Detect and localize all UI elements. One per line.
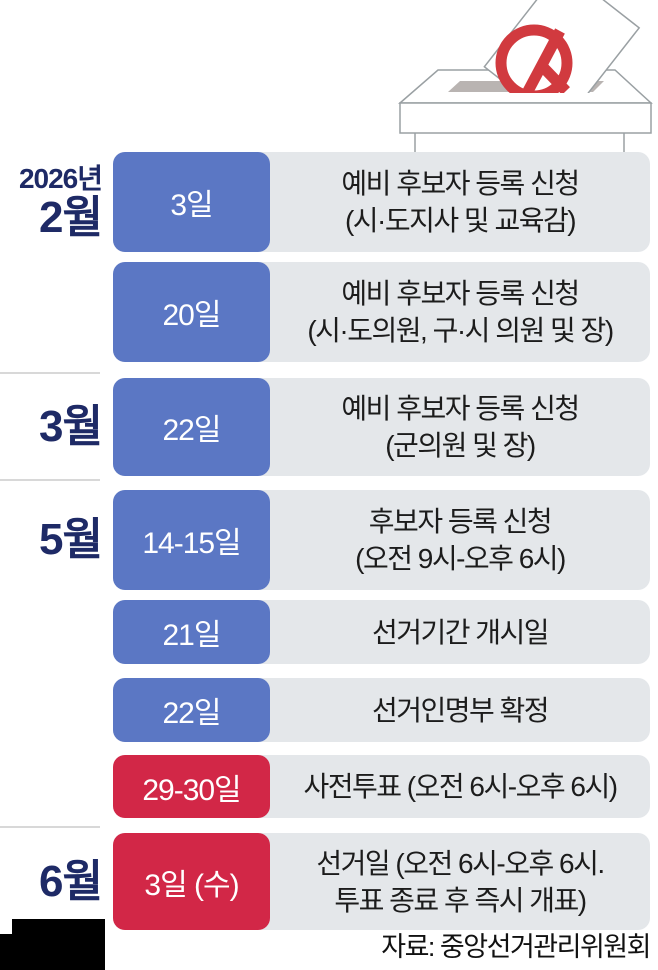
timeline-row: 22일 선거인명부 확정: [0, 678, 650, 742]
date-box: 21일: [113, 600, 270, 664]
desc-line: 선거인명부 확정: [371, 694, 550, 726]
event-description: 사전투표 (오전 6시-오후 6시): [270, 755, 650, 818]
section-divider: [0, 826, 100, 828]
month-label: 6월: [0, 833, 107, 930]
desc-line: 후보자 등록 신청: [368, 506, 553, 537]
desc-line: 예비 후보자 등록 신청: [341, 278, 580, 309]
date-box: 14-15일: [113, 490, 270, 590]
date-box: 22일: [113, 678, 270, 742]
ballot-box-icon: [397, 0, 653, 153]
event-description: 예비 후보자 등록 신청 (시·도의원, 구·시 의원 및 장): [270, 262, 650, 362]
month-text: 5월: [39, 515, 103, 564]
year-label: 2026년: [18, 163, 103, 194]
date-box: 3일: [113, 152, 270, 252]
ballot-box-front: [399, 102, 652, 134]
desc-line: 사전투표 (오전 6시-오후 6시): [303, 771, 618, 802]
desc-line: 예비 후보자 등록 신청: [341, 393, 580, 424]
month-label: 3월: [0, 378, 107, 476]
date-box: 3일 (수): [113, 833, 270, 930]
source-credit: 자료: 중앙선거관리위원회: [381, 932, 651, 962]
month-text: 6월: [39, 856, 103, 906]
desc-line: (시·도지사 및 교육감): [344, 205, 577, 236]
desc-line: 선거기간 개시일: [371, 616, 550, 648]
event-description: 예비 후보자 등록 신청 (시·도지사 및 교육감): [270, 152, 650, 252]
section-divider: [0, 372, 100, 374]
voting-stamp-mark-icon: [495, 24, 573, 93]
month-label: 5월: [0, 490, 107, 590]
timeline-row: 21일 선거기간 개시일: [0, 600, 650, 664]
event-description: 선거인명부 확정: [270, 678, 650, 742]
timeline-row: 20일 예비 후보자 등록 신청 (시·도의원, 구·시 의원 및 장): [0, 262, 650, 362]
date-box: 20일: [113, 262, 270, 362]
timeline-row: 6월 3일 (수) 선거일 (오전 6시-오후 6시. 투표 종료 후 즉시 개…: [0, 833, 650, 930]
event-description: 선거기간 개시일: [270, 600, 650, 664]
month-label: 2026년 2월: [0, 152, 107, 252]
desc-line: 투표 종료 후 즉시 개표): [334, 884, 587, 916]
desc-line: (시·도의원, 구·시 의원 및 장): [307, 315, 614, 346]
desc-line: (군의원 및 장): [385, 430, 536, 461]
desc-line: 선거일 (오전 6시-오후 6시.: [316, 847, 605, 879]
timeline-row: 3월 22일 예비 후보자 등록 신청 (군의원 및 장): [0, 378, 650, 476]
event-description: 예비 후보자 등록 신청 (군의원 및 장): [270, 378, 650, 476]
month-text: 3월: [39, 402, 103, 451]
date-box: 29-30일: [113, 755, 270, 818]
desc-line: (오전 9시-오후 6시): [355, 543, 566, 574]
redacted-logo-block: [0, 934, 105, 970]
section-divider: [0, 479, 100, 481]
timeline-row: 2026년 2월 3일 예비 후보자 등록 신청 (시·도지사 및 교육감): [0, 152, 650, 252]
month-text: 2월: [39, 193, 103, 242]
event-description: 선거일 (오전 6시-오후 6시. 투표 종료 후 즉시 개표): [270, 833, 650, 930]
desc-line: 예비 후보자 등록 신청: [341, 168, 580, 199]
timeline-row: 29-30일 사전투표 (오전 6시-오후 6시): [0, 755, 650, 818]
timeline-row: 5월 14-15일 후보자 등록 신청 (오전 9시-오후 6시): [0, 490, 650, 590]
date-box: 22일: [113, 378, 270, 476]
event-description: 후보자 등록 신청 (오전 9시-오후 6시): [270, 490, 650, 590]
